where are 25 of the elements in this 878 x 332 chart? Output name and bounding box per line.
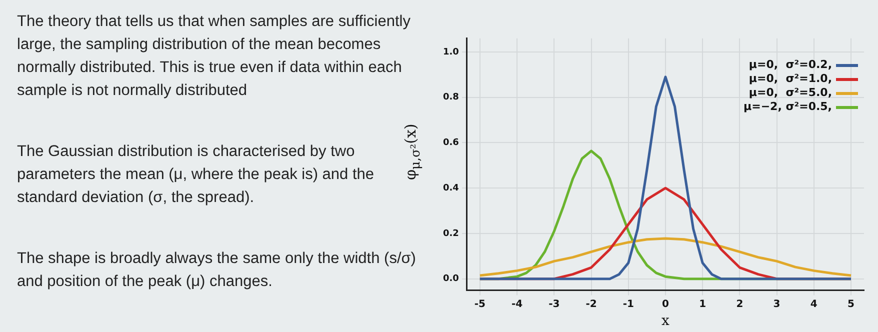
- y-tick-label: 0.4: [442, 183, 459, 194]
- text: The theory that tells us that when samples are sufficiently large, the sampling distribution of the mean becomes normally distributed. This is true even if data within each sample is not normally distributed: [17, 12, 412, 101]
- x-tick-label: -3: [548, 298, 560, 310]
- x-axis-title: x: [662, 313, 670, 330]
- x-tick-label: 1: [699, 298, 706, 310]
- x-tick-label: 2: [736, 298, 744, 310]
- x-tick-label: -5: [474, 298, 486, 310]
- x-tick-label: 5: [848, 298, 855, 310]
- x-tick-label: 4: [810, 298, 818, 310]
- x-tick-label: 0: [662, 298, 669, 310]
- legend-label: μ=0, σ²=5.0,: [748, 86, 832, 100]
- y-tick-label: 0.8: [442, 92, 459, 103]
- legend-label: μ=0, σ²=1.0,: [748, 72, 832, 86]
- x-tick-label: -1: [622, 298, 634, 310]
- legend-label: μ=−2, σ²=0.5,: [744, 100, 832, 114]
- text: The Gaussian distribution is characterised by two parameters the mean (μ, where the peak is) and the standard deviation (σ, the spread).: [17, 143, 374, 206]
- x-tick-label: -2: [586, 298, 597, 310]
- text: The shape is broadly always the same only the width (s/σ) and position of the peak (μ) changes.: [17, 249, 417, 292]
- y-tick-label: 1.0: [442, 47, 459, 58]
- y-tick-label: 0.6: [442, 138, 459, 148]
- y-tick-label: 0.2: [442, 228, 459, 239]
- x-tick-label: -4: [511, 298, 523, 310]
- legend-label: μ=0, σ²=0.2,: [748, 58, 832, 72]
- x-tick-label: 3: [773, 298, 780, 310]
- y-tick-label: 0.0: [442, 274, 459, 284]
